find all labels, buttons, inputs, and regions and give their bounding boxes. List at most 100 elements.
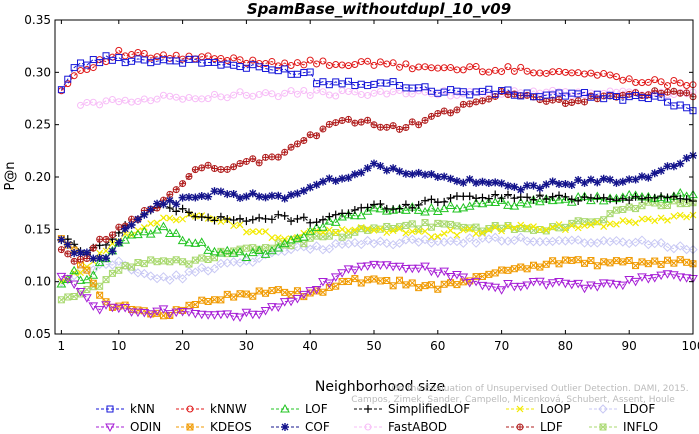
data-point [350,205,359,214]
x-tick-label: 50 [366,339,381,353]
data-point [101,301,111,310]
data-point [197,262,207,273]
data-point [408,203,417,212]
data-point [427,195,436,204]
data-point [566,197,577,206]
data-point [581,222,588,230]
data-point [497,194,506,203]
data-point [555,260,563,268]
data-point [62,275,73,284]
data-point [445,236,456,246]
data-point [472,194,481,203]
data-point [561,226,569,234]
data-point [427,223,435,231]
data-point [446,174,455,183]
legend-item-ldof: LDOF [589,402,655,416]
data-point [619,206,627,213]
data-point [82,274,92,284]
data-point [166,92,174,100]
data-point [587,69,595,77]
data-point [498,68,506,76]
data-point [158,272,169,282]
data-point [446,193,455,202]
data-point [330,217,341,226]
x-tick-label: 100 [682,339,699,353]
legend-item-cof: COF [271,420,330,434]
data-point [247,247,258,257]
data-point [325,91,333,99]
data-point [140,95,148,103]
data-point [166,214,174,222]
data-point [357,225,365,233]
data-point [204,192,213,201]
x-tick-label: 20 [175,339,190,353]
data-point [490,232,500,243]
data-point [547,195,558,205]
data-point [287,291,295,298]
data-point [70,293,78,300]
data-point [657,192,666,201]
data-point [153,219,161,227]
data-point [344,77,352,85]
data-point [211,296,218,304]
data-point [535,191,544,200]
data-point [477,281,488,291]
data-point [683,258,690,266]
data-point [364,276,371,284]
data-point [362,262,373,271]
data-point [664,89,671,96]
data-point [522,236,532,246]
data-point [375,261,386,271]
data-point [656,192,666,202]
data-point [115,266,123,274]
data-point [228,257,239,267]
data-point [83,286,91,293]
data-point [171,270,181,280]
data-point [579,284,590,294]
data-point [82,248,91,257]
data-point [498,266,505,274]
data-point [351,120,358,127]
data-point [198,254,206,262]
data-point [375,236,386,246]
data-point [273,243,284,252]
data-point [663,162,672,171]
data-point [363,164,372,173]
data-point [75,275,86,284]
data-point [236,290,244,298]
data-point [650,193,659,202]
data-point [191,193,200,202]
data-point [491,66,499,74]
data-point [587,257,595,264]
data-point [402,124,409,131]
data-point [434,285,442,293]
y-axis-label: P@n [3,161,18,190]
data-point [651,217,659,225]
data-point [567,195,576,204]
data-point [237,160,244,167]
series-knn [57,52,697,115]
data-point [389,59,397,67]
data-point [255,91,263,99]
series-simplifiedlof [57,190,697,259]
data-point [147,256,155,264]
data-point [496,286,507,295]
data-point [606,220,614,228]
data-point [504,222,512,229]
data-point [287,217,296,226]
data-point [89,98,97,106]
data-point [223,291,231,298]
data-point [58,296,65,304]
data-point [543,98,550,105]
data-point [479,229,486,237]
data-point [376,199,385,208]
data-point [587,221,595,229]
data-point [528,278,539,287]
data-point [396,276,404,284]
data-point [413,264,424,274]
data-point [121,262,129,270]
y-tick-label: 0.05 [24,327,51,341]
data-point [192,256,199,264]
x-tick-label: 10 [111,339,126,353]
data-point [115,46,123,54]
